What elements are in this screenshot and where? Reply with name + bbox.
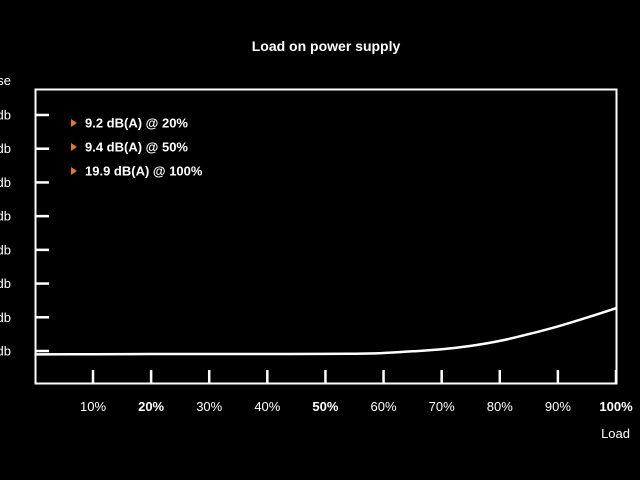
x-tick-label: 40% [254, 399, 280, 414]
y-tick-label: 80 db [0, 108, 11, 123]
x-tick-label: 20% [138, 399, 164, 414]
y-tick-label: 60 db [0, 175, 11, 190]
x-tick-label: 50% [312, 399, 338, 414]
x-tick-label: 30% [196, 399, 222, 414]
annotation-label: 9.4 dB(A) @ 50% [85, 140, 188, 155]
y-tick-label: 30 db [0, 276, 11, 291]
x-ticks: 10% 20% 30% 40% 50% 60% 70% 80% 90% 100% [80, 370, 633, 414]
y-tick-label: 70 db [0, 141, 11, 156]
annotation-label: 19.9 dB(A) @ 100% [85, 164, 203, 179]
noise-curve [34, 306, 618, 356]
x-tick-label: 90% [545, 399, 571, 414]
bullet-icon [71, 119, 77, 127]
y-ticks: 80 db 70 db 60 db 50 db 40 db 30 db 20 db 10 db [0, 108, 49, 359]
y-tick-label: 50 db [0, 209, 11, 224]
chart-title: Load on power supply [252, 38, 401, 54]
x-tick-label: 100% [599, 399, 633, 414]
y-tick-label: 10 db [0, 344, 11, 359]
x-tick-label: 80% [487, 399, 513, 414]
y-tick-label: 40 db [0, 242, 11, 257]
y-tick-label: 20 db [0, 310, 11, 325]
x-tick-label: 10% [80, 399, 106, 414]
x-tick-label: 70% [429, 399, 455, 414]
y-axis-label: Noise [0, 73, 11, 88]
x-tick-label: 60% [371, 399, 397, 414]
plot-frame [34, 88, 618, 385]
bullet-icon [71, 167, 77, 175]
annotation-list: 9.2 dB(A) @ 20% 9.4 dB(A) @ 50% 19.9 dB(A)… [71, 116, 203, 179]
x-axis-label: Load [601, 426, 630, 441]
bullet-icon [71, 143, 77, 151]
annotation-label: 9.2 dB(A) @ 20% [85, 116, 188, 131]
